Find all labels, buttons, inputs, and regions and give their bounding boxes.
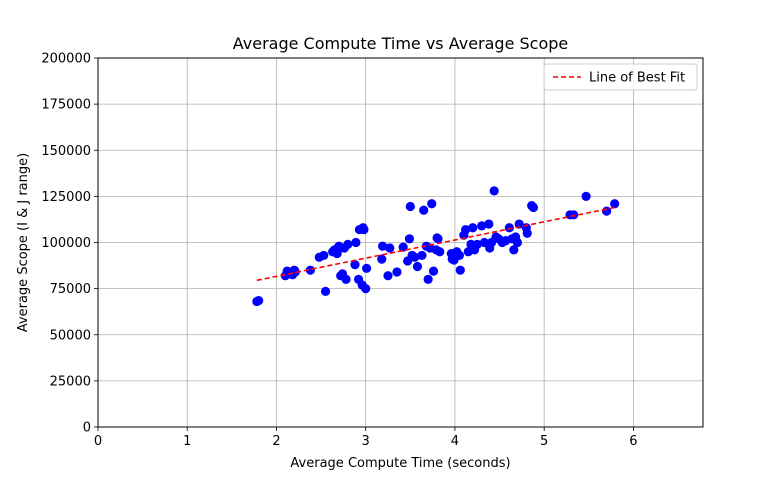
- y-tick-label: 0: [83, 421, 91, 436]
- best-fit-line-layer: [256, 206, 615, 282]
- x-axis-ticks: 0 1 2 3 4 5 6: [94, 427, 638, 449]
- data-point: [398, 242, 408, 252]
- x-tick-label: 4: [451, 434, 459, 449]
- data-point: [378, 241, 388, 251]
- data-point: [509, 245, 519, 255]
- y-tick-label: 25000: [50, 374, 91, 389]
- data-point: [341, 274, 351, 284]
- y-tick-label: 50000: [50, 328, 91, 343]
- data-point: [351, 237, 361, 248]
- y-tick-label: 175000: [41, 98, 91, 113]
- legend-box: [543, 63, 698, 91]
- data-point: [383, 271, 393, 281]
- data-point: [350, 260, 360, 270]
- data-point: [412, 261, 423, 272]
- data-point: [454, 250, 464, 261]
- data-point: [361, 263, 372, 273]
- x-tick-label: 1: [183, 434, 191, 449]
- data-point: [489, 186, 499, 196]
- data-point: [512, 237, 522, 248]
- x-axis-label: Average Compute Time (seconds): [290, 456, 510, 471]
- data-point: [477, 221, 487, 231]
- data-point: [427, 199, 437, 209]
- data-points: [252, 186, 620, 307]
- data-point: [514, 219, 524, 229]
- data-point: [428, 266, 439, 276]
- y-tick-label: 75000: [50, 282, 91, 297]
- chart-title: Average Compute Time vs Average Scope: [233, 34, 569, 53]
- legend-label: Line of Best Fit: [589, 71, 685, 86]
- data-point: [320, 286, 331, 296]
- x-tick-label: 5: [540, 434, 548, 449]
- data-point: [522, 228, 532, 238]
- data-point: [392, 267, 402, 277]
- x-tick-label: 0: [94, 434, 102, 449]
- data-point: [319, 250, 329, 261]
- data-point: [610, 199, 620, 209]
- data-point: [435, 247, 445, 257]
- data-point: [410, 252, 420, 262]
- data-point: [377, 254, 387, 264]
- y-tick-label: 200000: [41, 52, 91, 67]
- data-point: [504, 223, 514, 233]
- legend: Line of Best Fit: [543, 63, 698, 91]
- data-point: [468, 223, 478, 233]
- data-point: [290, 267, 300, 277]
- data-point: [461, 224, 471, 235]
- data-point: [581, 191, 591, 201]
- best-fit-line: [256, 206, 615, 282]
- y-axis-label: Average Scope (I & J range): [16, 153, 31, 332]
- data-point: [359, 224, 369, 235]
- y-tick-label: 100000: [41, 236, 91, 251]
- data-point: [343, 239, 353, 249]
- y-axis-ticks: 0 25000 50000 75000 100000 125000 150000 175000…: [41, 52, 98, 436]
- x-tick-label: 6: [629, 434, 637, 449]
- data-point: [385, 243, 395, 253]
- data-point: [417, 250, 427, 261]
- data-point: [254, 296, 264, 306]
- data-point: [419, 205, 429, 215]
- data-point: [472, 239, 482, 249]
- data-point: [484, 219, 494, 229]
- x-tick-label: 3: [362, 434, 370, 449]
- data-point: [569, 210, 579, 220]
- data-point: [405, 201, 415, 212]
- y-tick-label: 150000: [41, 144, 91, 159]
- data-point: [528, 202, 539, 213]
- x-tick-label: 2: [272, 434, 280, 449]
- data-point: [361, 284, 371, 294]
- y-tick-label: 125000: [41, 190, 91, 205]
- data-point: [305, 265, 315, 275]
- data-point: [455, 265, 465, 275]
- data-point: [423, 274, 433, 284]
- data-point: [404, 234, 415, 244]
- data-point: [433, 234, 443, 244]
